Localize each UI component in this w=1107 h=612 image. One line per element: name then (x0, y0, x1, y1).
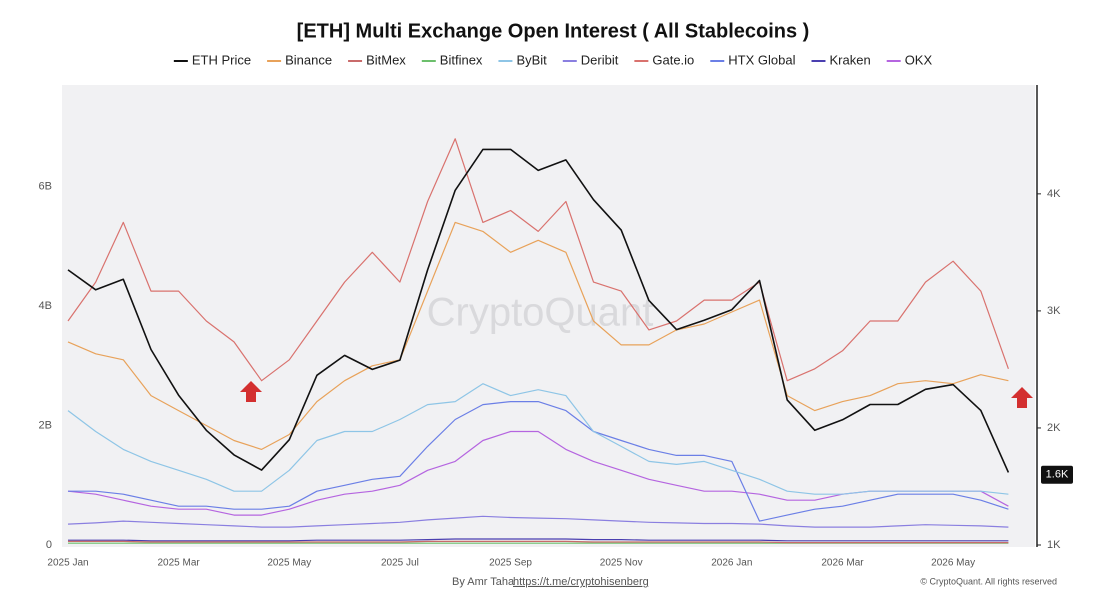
y-tick-label: 4B (39, 300, 52, 312)
last-value-label: 1.6K (1046, 469, 1069, 481)
x-tick-label: 2026 Mar (821, 558, 864, 569)
chart-title: [ETH] Multi Exchange Open Interest ( All… (297, 20, 810, 42)
legend-label: Gate.io (652, 52, 694, 67)
watermark: CryptoQuant (427, 291, 654, 335)
y2-tick-label: 4K (1047, 188, 1061, 200)
legend-item: BitMex (348, 52, 406, 67)
x-tick-label: 2025 Mar (158, 558, 201, 569)
legend-item: ByBit (498, 52, 547, 67)
x-tick-label: 2025 Jul (381, 558, 419, 569)
legend-item: Binance (267, 52, 332, 67)
credit: By Amr Taha (452, 576, 515, 588)
legend-item: Deribit (562, 52, 619, 67)
series-line (67, 148, 1010, 473)
legend-label: OKX (905, 52, 933, 67)
legend-label: Bitfinex (440, 52, 483, 67)
x-tick-label: 2026 May (931, 558, 975, 569)
x-tick-label: 2025 Sep (489, 558, 532, 569)
legend-item: Gate.io (634, 52, 694, 67)
y-tick-label: 6B (39, 180, 52, 192)
legend-label: Deribit (581, 52, 619, 67)
series-line (67, 383, 1009, 495)
plot-area: 0 2B 4B 6B 1K 2K 3K 4K 2025 Jan 2025 Mar 2025 May 2… (39, 138, 1073, 569)
legend-label: Kraken (829, 52, 870, 67)
legend: ETH Price Binance BitMex Bitfinex ByBit Derib… (173, 52, 933, 67)
arrow-marker (240, 381, 262, 402)
legend-item: ETH Price (173, 52, 251, 67)
last-value-box (1041, 465, 1073, 484)
y2-tick-label: 2K (1047, 422, 1061, 434)
y-tick-label: 2B (39, 419, 52, 431)
x-tick-label: 2025 Nov (600, 558, 643, 569)
copyright: © CryptoQuant. All rights reserved (920, 576, 1057, 586)
series-line (67, 138, 1009, 382)
series-line (67, 221, 1009, 450)
x-tick-label: 2026 Jan (711, 558, 752, 569)
series-line (68, 401, 1009, 522)
credit-link[interactable]: https://t.me/cryptohisenberg (513, 576, 649, 588)
legend-label: ETH Price (192, 52, 251, 67)
series-line (68, 540, 1009, 544)
legend-item: Bitfinex (421, 52, 483, 67)
legend-item: OKX (886, 52, 933, 67)
legend-item: Kraken (811, 52, 871, 67)
legend-label: Binance (285, 52, 332, 67)
series-line (67, 515, 1009, 528)
x-tick-label: 2025 May (267, 558, 311, 569)
series-line (68, 538, 1009, 542)
y-tick-label: 0 (46, 539, 52, 551)
y2-tick-label: 1K (1047, 539, 1061, 551)
y2-tick-label: 3K (1047, 305, 1061, 317)
legend-label: HTX Global (728, 52, 795, 67)
legend-item: HTX Global (710, 52, 796, 67)
x-tick-label: 2025 Jan (47, 558, 88, 569)
legend-label: ByBit (516, 52, 547, 67)
arrow-marker (1011, 387, 1033, 408)
plot-background (62, 85, 1035, 547)
legend-label: BitMex (366, 52, 406, 67)
